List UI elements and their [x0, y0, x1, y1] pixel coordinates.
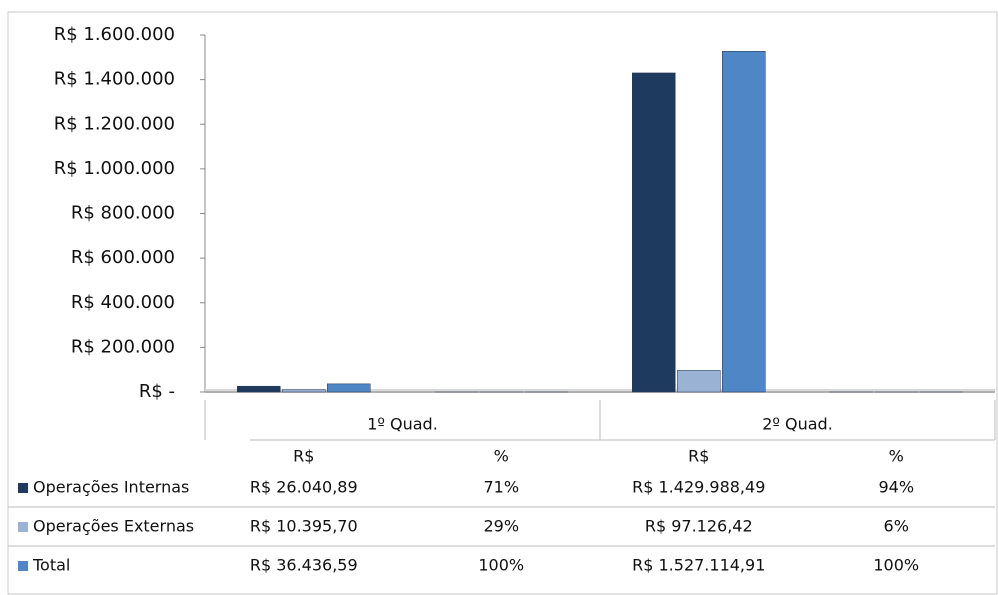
legend-label: Total — [32, 556, 70, 575]
bar — [632, 72, 676, 393]
y-tick-label: R$ 400.000 — [71, 292, 175, 313]
legend-key — [18, 522, 28, 532]
x-tick-label: R$ — [293, 447, 314, 466]
y-tick-label: R$ 200.000 — [71, 336, 175, 357]
value-label: 100% — [873, 556, 919, 575]
chart-frame — [7, 11, 998, 595]
bar — [722, 51, 766, 393]
bar — [327, 383, 371, 393]
group-label: 2º Quad. — [762, 415, 833, 434]
y-tick-label: R$ 800.000 — [71, 203, 175, 224]
y-tick-label: R$ 1.600.000 — [54, 24, 175, 45]
value-label: 100% — [478, 556, 524, 575]
x-tick-label: R$ — [688, 447, 709, 466]
value-label: R$ 97.126,42 — [645, 517, 753, 536]
legend-label: Operações Internas — [33, 478, 189, 497]
value-label: 71% — [483, 478, 519, 497]
y-tick-label: R$ - — [139, 381, 175, 402]
x-tick-label: % — [494, 447, 509, 466]
group-label: 1º Quad. — [367, 415, 438, 434]
legend-label: Operações Externas — [33, 517, 194, 536]
value-label: R$ 36.436,59 — [250, 556, 358, 575]
x-tick-label: % — [889, 447, 904, 466]
y-tick-label: R$ 1.400.000 — [54, 69, 175, 90]
bar — [237, 385, 281, 393]
value-label: R$ 10.395,70 — [250, 517, 358, 536]
value-label: R$ 26.040,89 — [250, 478, 358, 497]
value-label: 6% — [884, 517, 909, 536]
y-tick-label: R$ 600.000 — [71, 247, 175, 268]
legend-key — [18, 561, 28, 571]
value-label: R$ 1.527.114,91 — [632, 556, 765, 575]
bar — [282, 389, 326, 393]
y-tick-label: R$ 1.200.000 — [54, 113, 175, 134]
legend-key — [18, 483, 28, 493]
value-label: 29% — [483, 517, 519, 536]
value-label: 94% — [878, 478, 914, 497]
floor — [205, 389, 995, 393]
y-tick-label: R$ 1.000.000 — [54, 158, 175, 179]
bar — [677, 370, 721, 393]
value-label: R$ 1.429.988,49 — [632, 478, 765, 497]
